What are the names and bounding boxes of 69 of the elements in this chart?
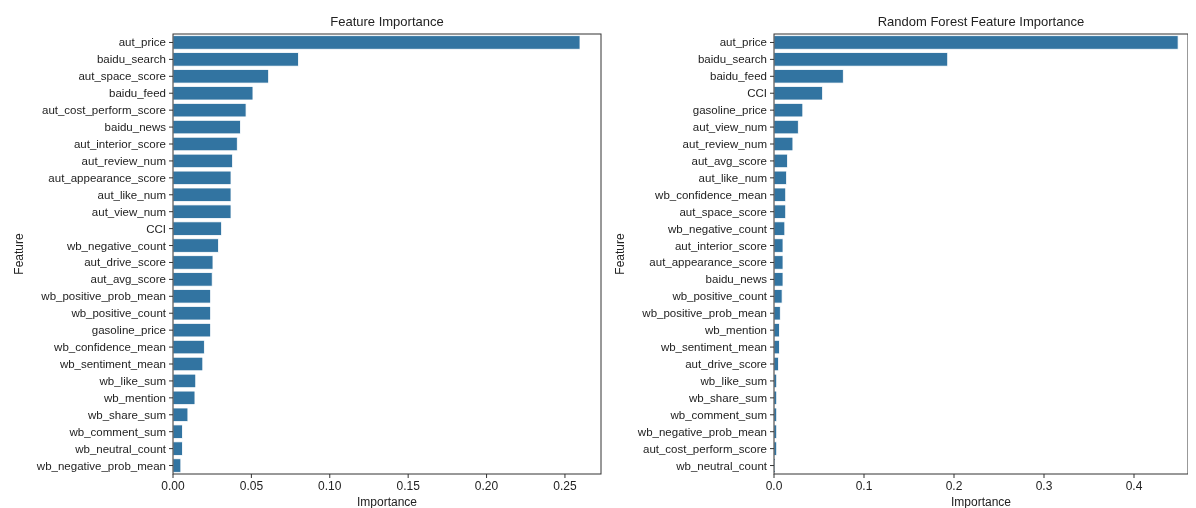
x-axis-title: Importance: [356, 495, 418, 508]
y-tick-label: wb_share_sum: [87, 408, 166, 421]
y-tick-label: wb_negative_count: [666, 222, 768, 235]
y-tick-label: wb_positive_count: [671, 290, 768, 303]
y-tick-label: aut_appearance_score: [649, 256, 767, 269]
y-tick-label: wb_negative_prob_mean: [35, 459, 166, 472]
y-tick-label: baidu_feed: [710, 70, 767, 83]
y-tick-label: wb_positive_count: [70, 307, 167, 320]
y-tick-label: aut_appearance_score: [48, 171, 166, 184]
y-tick-label: CCI: [747, 87, 767, 100]
x-tick-label: 0.25: [553, 479, 577, 493]
y-tick-label: wb_neutral_count: [74, 442, 167, 455]
y-tick-label: aut_drive_score: [84, 256, 166, 269]
y-tick-label: wb_negative_prob_mean: [636, 425, 767, 438]
y-tick-label: aut_space_score: [679, 205, 767, 218]
y-tick-label: aut_avg_score: [691, 154, 767, 167]
y-tick-label: aut_like_num: [97, 188, 166, 201]
y-tick-label: wb_neutral_count: [675, 459, 768, 472]
y-tick-label: gasoline_price: [91, 324, 166, 337]
chart-title: Feature Importance: [330, 14, 444, 29]
y-tick-label: aut_price: [719, 36, 767, 49]
y-tick-label: baidu_search: [697, 53, 767, 66]
x-tick-label: 0.15: [396, 479, 421, 493]
x-tick-label: 0.05: [239, 479, 264, 493]
y-tick-label: wb_positive_prob_mean: [641, 307, 767, 320]
y-tick-label: aut_view_num: [692, 121, 767, 134]
y-tick-label: wb_mention: [703, 324, 767, 337]
y-tick-label: aut_cost_perform_score: [41, 104, 166, 117]
x-tick-label: 0.4: [1125, 479, 1143, 493]
y-tick-label: baidu_news: [705, 273, 768, 286]
y-tick-label: wb_comment_sum: [68, 425, 166, 438]
y-tick-label: wb_comment_sum: [669, 408, 767, 421]
x-tick-label: 0.3: [1035, 479, 1053, 493]
y-tick-label: baidu_search: [96, 53, 166, 66]
x-tick-label: 0.0: [765, 479, 783, 493]
y-tick-label: CCI: [146, 222, 166, 235]
x-tick-label: 0.10: [318, 479, 342, 493]
x-tick-label: 0.20: [474, 479, 499, 493]
y-tick-label: gasoline_price: [692, 104, 767, 117]
y-tick-label: wb_like_sum: [699, 374, 767, 387]
y-tick-label: wb_positive_prob_mean: [40, 290, 166, 303]
x-tick-label: 0.1: [855, 479, 873, 493]
y-tick-label: wb_negative_count: [65, 239, 167, 252]
y-axis-title: Feature: [613, 233, 627, 275]
y-tick-label: aut_price: [118, 36, 166, 49]
y-tick-label: wb_confidence_mean: [53, 341, 166, 354]
y-tick-label: baidu_feed: [109, 87, 166, 100]
y-tick-label: wb_sentiment_mean: [58, 358, 166, 371]
chart-title: Random Forest Feature Importance: [877, 14, 1085, 29]
y-tick-label: aut_avg_score: [90, 273, 166, 286]
y-tick-label: aut_view_num: [91, 205, 166, 218]
y-tick-label: wb_sentiment_mean: [659, 341, 767, 354]
y-tick-label: aut_like_num: [698, 171, 767, 184]
y-tick-label: wb_share_sum: [688, 391, 767, 404]
y-tick-label: aut_space_score: [78, 70, 166, 83]
y-tick-label: aut_review_num: [81, 154, 166, 167]
x-axis-title: Importance: [950, 495, 1012, 508]
y-tick-label: wb_like_sum: [98, 374, 166, 387]
y-tick-label: aut_drive_score: [685, 358, 767, 371]
x-tick-label: 0.00: [161, 479, 185, 493]
y-tick-label: aut_interior_score: [674, 239, 767, 252]
y-tick-label: aut_review_num: [682, 138, 767, 151]
y-tick-label: wb_mention: [102, 391, 166, 404]
y-axis-title: Feature: [12, 233, 26, 275]
y-tick-label: aut_interior_score: [73, 138, 166, 151]
y-tick-label: baidu_news: [104, 121, 167, 134]
y-tick-label: wb_confidence_mean: [654, 188, 767, 201]
x-tick-label: 0.2: [945, 479, 963, 493]
y-tick-label: aut_cost_perform_score: [642, 442, 767, 455]
